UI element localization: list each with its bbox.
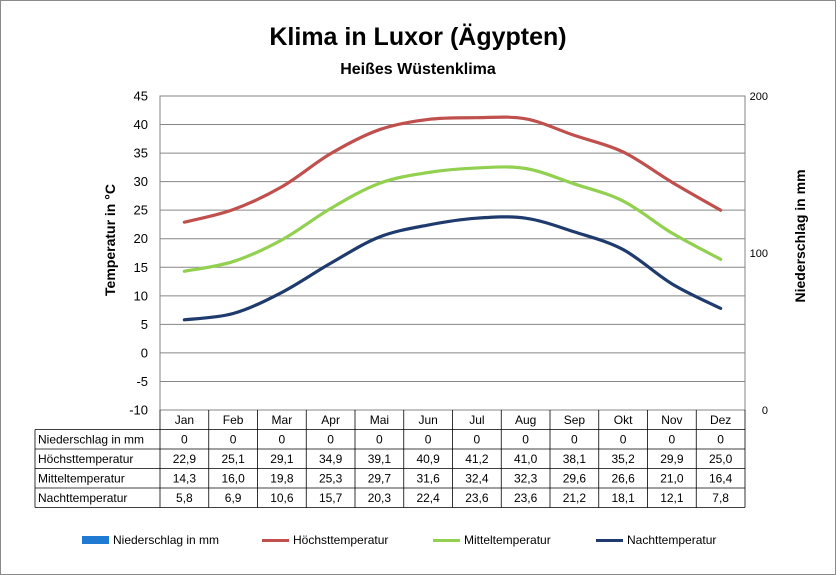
y-tick-label: -10 [129,403,148,418]
table-cell: 25,3 [319,472,343,486]
table-cell: 0 [474,433,481,447]
table-cell: 14,3 [173,472,197,486]
y-tick-label: 10 [134,288,148,303]
table-cell: 23,6 [514,491,538,505]
month-label: Jan [175,413,194,427]
table-cell: 40,9 [416,452,440,466]
max-temp-line [182,115,723,224]
month-label: Jul [469,413,484,427]
legend-label: Niederschlag in mm [113,533,220,547]
chart-subtitle: Heißes Wüstenklima [340,61,496,78]
table-cell: 0 [279,433,286,447]
table-cell: 12,1 [660,491,684,505]
table-cell: 21,2 [563,491,587,505]
month-label: Apr [321,413,340,427]
table-cell: 18,1 [611,491,635,505]
table-cell: 10,6 [270,491,294,505]
y-tick-label: 30 [134,174,148,189]
table-cell: 0 [669,433,676,447]
table-cell: 21,0 [660,472,684,486]
table-cell: 23,6 [465,491,489,505]
month-label: Dez [710,413,731,427]
y-tick-label: 40 [134,117,148,132]
table-cell: 6,9 [225,491,242,505]
month-label: Mar [272,413,293,427]
table-row-header: Mitteltemperatur [38,472,125,486]
table-cell: 29,9 [660,452,684,466]
table-cell: 41,0 [514,452,538,466]
table-cell: 22,9 [173,452,197,466]
table-cell: 5,8 [176,491,193,505]
month-label: Jun [418,413,437,427]
table-cell: 0 [717,433,724,447]
mean-temp-line [182,165,723,273]
table-row-header: Niederschlag in mm [38,433,144,447]
table-cell: 20,3 [368,491,392,505]
chart-title: Klima in Luxor (Ägypten) [269,23,567,51]
legend-swatch [82,536,109,544]
table-cell: 29,1 [270,452,294,466]
legend-swatch [596,538,623,542]
table-cell: 32,3 [514,472,538,486]
table-cell: 7,8 [712,491,729,505]
y-tick-label: 0 [141,345,148,360]
month-label: Aug [515,413,536,427]
legend-item: Höchsttemperatur [262,531,388,549]
month-label: Feb [223,413,244,427]
y-tick-label: -5 [136,374,148,389]
legend-swatch [433,538,460,542]
table-cell: 0 [620,433,627,447]
month-label: Mai [370,413,389,427]
table-cell: 16,0 [221,472,245,486]
legend-item: Mitteltemperatur [433,531,551,549]
legend-label: Nachttemperatur [627,533,717,547]
table-cell: 0 [327,433,334,447]
legend-item: Nachttemperatur [596,531,716,549]
table-row-header: Höchsttemperatur [38,452,133,466]
table-cell: 26,6 [611,472,635,486]
legend-swatch [262,538,289,542]
night-temp-line [182,215,723,322]
table-cell: 32,4 [465,472,489,486]
legend-label: Höchsttemperatur [293,533,389,547]
y-tick-label: 15 [134,260,148,275]
table-cell: 0 [230,433,237,447]
y2-tick-label: 200 [750,91,768,103]
month-label: Okt [614,413,633,427]
table-cell: 22,4 [416,491,440,505]
table-cell: 41,2 [465,452,489,466]
y-tick-label: 20 [134,231,148,246]
table-cell: 25,1 [221,452,245,466]
table-cell: 29,6 [563,472,587,486]
table-cell: 29,7 [368,472,392,486]
legend-label: Mitteltemperatur [464,533,551,547]
table-cell: 0 [181,433,188,447]
y-tick-label: 5 [141,317,148,332]
table-cell: 16,4 [709,472,733,486]
y-tick-label: 35 [134,146,148,161]
table-row-header: Nachttemperatur [38,491,127,505]
table-cell: 19,8 [270,472,294,486]
y-tick-label: 25 [134,203,148,218]
table-cell: 34,9 [319,452,343,466]
table-cell: 31,6 [416,472,440,486]
table-cell: 25,0 [709,452,733,466]
month-label: Nov [661,413,682,427]
legend-item: Niederschlag in mm [82,531,219,549]
plot-area [159,95,746,411]
table-cell: 0 [522,433,529,447]
y2-tick-label: 100 [750,248,768,260]
table-cell: 15,7 [319,491,343,505]
table-cell: 0 [376,433,383,447]
table-cell: 39,1 [368,452,392,466]
month-label: Sep [564,413,586,427]
y2-tick-label: 0 [762,405,768,417]
table-cell: 0 [425,433,432,447]
table-cell: 35,2 [611,452,635,466]
y-tick-label: 45 [134,89,148,104]
table-cell: 38,1 [563,452,587,466]
table-cell: 0 [571,433,578,447]
